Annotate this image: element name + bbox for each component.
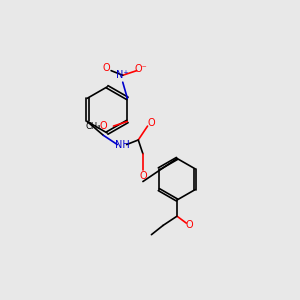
Text: O: O	[99, 121, 107, 131]
Text: O⁻: O⁻	[135, 64, 148, 74]
Text: O: O	[103, 63, 110, 73]
Text: NH: NH	[115, 140, 129, 150]
Text: N⁺: N⁺	[116, 70, 129, 80]
Text: CH₃: CH₃	[86, 122, 101, 130]
Text: O: O	[186, 220, 194, 230]
Text: O: O	[139, 171, 147, 181]
Text: O: O	[147, 118, 155, 128]
